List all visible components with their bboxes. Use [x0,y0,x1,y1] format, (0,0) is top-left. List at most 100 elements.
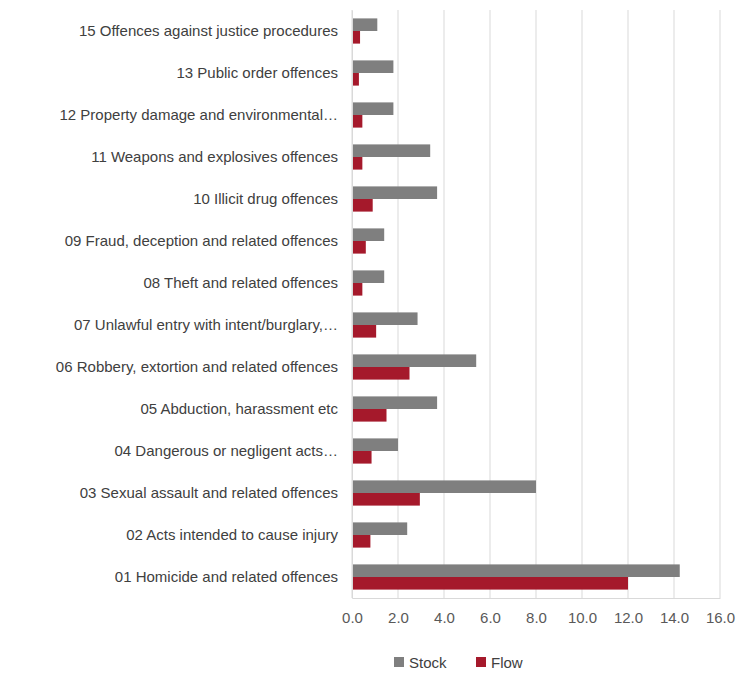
tick: 11 Weapons and explosives offences [91,148,352,165]
tick: 12.0 [614,598,643,626]
tick: 0.0 [342,598,363,626]
legend: Stock Flow [394,654,523,671]
category-label: 08 Theft and related offences [143,274,338,291]
tick-label: 6.0 [480,609,501,626]
category-label: 13 Public order offences [177,64,339,81]
tick-label: 0.0 [342,609,363,626]
tick: 8.0 [526,598,547,626]
tick: 13 Public order offences [177,64,353,81]
bar [352,283,362,296]
category-label: 12 Property damage and environmental… [60,106,339,123]
plot: 0.0 2.0 4.0 6.0 8.0 10.0 12.0 14.0 16.0 01 Homici… [56,10,735,626]
category-label: 09 Fraud, deception and related offences [65,232,338,249]
series-bars [352,18,680,577]
bar [352,60,393,73]
bar [352,199,373,212]
category-label: 07 Unlawful entry with intent/burglary,… [74,316,338,333]
tick-label: 12.0 [614,609,643,626]
bar [352,367,410,380]
category-label: 01 Homicide and related offences [115,568,338,585]
tick: 05 Abduction, harassment etc [140,400,352,417]
tick: 03 Sexual assault and related offences [80,484,352,501]
bar [352,228,384,241]
y-axis: 01 Homicide and related offences 02 Acts … [56,11,353,599]
grid-line [490,10,491,598]
x-axis: 0.0 2.0 4.0 6.0 8.0 10.0 12.0 14.0 16.0 [342,598,735,626]
tick-label: 16.0 [706,609,735,626]
legend-label: Flow [491,654,523,671]
tick: 2.0 [388,598,409,626]
bar [352,480,536,493]
bar [352,577,628,590]
legend-item: Flow [476,654,523,671]
grid-line [674,10,675,598]
tick: 12 Property damage and environmental… [60,106,353,123]
bar [352,522,407,535]
category-label: 05 Abduction, harassment etc [140,400,338,417]
category-label: 04 Dangerous or negligent acts… [115,442,338,459]
bar [352,157,362,170]
tick: 10.0 [568,598,597,626]
tick: 08 Theft and related offences [143,274,352,291]
bar [352,438,398,451]
bar [352,535,370,548]
bar [352,325,376,338]
grid-line [398,10,399,598]
bar [352,144,430,157]
bar [352,451,372,464]
tick: 02 Acts intended to cause injury [126,526,352,543]
grid-line [720,10,721,598]
category-label: 15 Offences against justice procedures [79,22,338,39]
bar [352,354,476,367]
tick: 15 Offences against justice procedures [79,22,352,39]
grid-line [628,10,629,598]
tick-label: 4.0 [434,609,455,626]
tick: 09 Fraud, deception and related offences [65,232,352,249]
tick: 4.0 [434,598,455,626]
bar [352,396,437,409]
tick: 01 Homicide and related offences [115,568,352,585]
axis-line [353,598,721,599]
bar [352,270,384,283]
bar [352,31,360,44]
grid [352,10,720,598]
bars [352,18,680,589]
bar [352,186,437,199]
bar [352,73,359,86]
bar [352,241,366,254]
legend-item: Stock [394,654,447,671]
tick: 14.0 [660,598,689,626]
axis-line [352,11,353,599]
chart: 0.0 2.0 4.0 6.0 8.0 10.0 12.0 14.0 16.0 01 Homici… [0,0,744,680]
bar [352,115,362,128]
tick: 06 Robbery, extortion and related offenc… [56,358,352,375]
grid-line [582,10,583,598]
bar [352,564,680,577]
legend-swatch [394,657,404,667]
bar [352,18,377,31]
tick-label: 14.0 [660,609,689,626]
legend-swatch [476,657,486,667]
category-label: 06 Robbery, extortion and related offenc… [56,358,338,375]
series-bars [352,31,628,590]
category-label: 10 Illicit drug offences [193,190,338,207]
grid-line [536,10,537,598]
category-label: 02 Acts intended to cause injury [126,526,338,543]
tick-label: 8.0 [526,609,547,626]
legend-label: Stock [409,654,447,671]
grid-line [444,10,445,598]
grid-line [352,10,353,598]
tick: 16.0 [706,598,735,626]
bar [352,409,387,422]
tick-label: 2.0 [388,609,409,626]
tick: 10 Illicit drug offences [193,190,352,207]
category-label: 11 Weapons and explosives offences [91,148,338,165]
tick: 6.0 [480,598,501,626]
bar [352,312,418,325]
bar [352,102,393,115]
tick-label: 10.0 [568,609,597,626]
category-label: 03 Sexual assault and related offences [80,484,338,501]
tick: 04 Dangerous or negligent acts… [115,442,352,459]
bar [352,493,420,506]
tick: 07 Unlawful entry with intent/burglary,… [74,316,352,333]
